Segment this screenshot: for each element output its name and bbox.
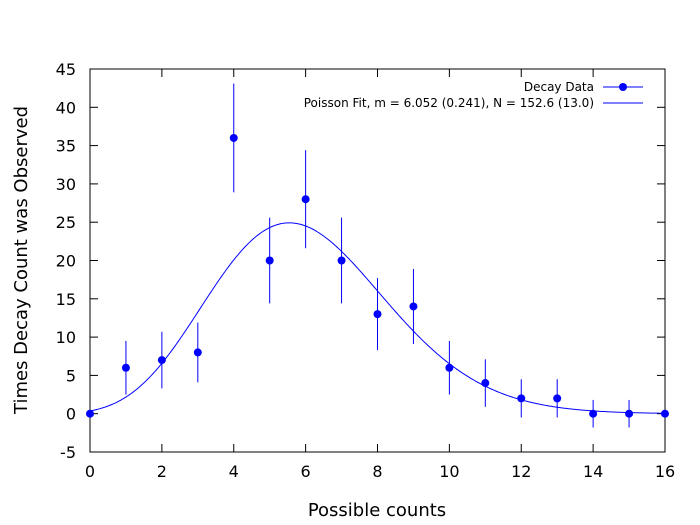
data-point [589,409,598,418]
data-point [193,348,202,357]
y-tick-label: 20 [56,252,76,271]
data-point [337,256,346,265]
legend-label-poisson-fit: Poisson Fit, m = 6.052 (0.241), N = 152.… [304,96,594,110]
y-tick-label: 10 [56,328,76,347]
x-tick-label: 4 [229,462,239,481]
y-axis-title: Times Decay Count was Observed [11,106,32,415]
data-point [229,133,238,142]
x-tick-label: 6 [301,462,311,481]
data-point [86,409,94,418]
x-tick-label: 12 [511,462,531,481]
x-tick-label: 10 [439,462,459,481]
y-tick-label: 5 [66,366,76,385]
x-tick-label: 0 [85,462,95,481]
data-point [121,363,130,372]
x-tick-label: 14 [583,462,603,481]
axis-ticks [89,68,666,453]
y-tick-label: 0 [66,405,76,424]
x-axis-title: Possible counts [308,500,446,521]
y-tick-label: 40 [56,98,76,117]
data-point [661,409,669,418]
data-point [373,310,382,319]
data-point [553,394,562,403]
data-point [445,363,454,372]
axis-tick-labels: 0 2 4 6 8 10 12 14 16 -5 0 5 10 15 20 25 30 35 40 45 [56,60,676,481]
x-tick-label: 8 [372,462,382,481]
plot-area: 0 2 4 6 8 10 12 14 16 -5 0 5 10 15 20 25 30 35 40 45 [56,60,676,481]
x-tick-label: 2 [157,462,167,481]
data-point [517,394,526,403]
data-point [481,379,490,388]
y-tick-label: 35 [56,137,76,156]
y-tick-label: 25 [56,213,76,232]
data-point [409,302,418,311]
y-tick-label: -5 [60,443,76,462]
legend: Decay Data Poisson Fit, m = 6.052 (0.241… [304,80,643,110]
y-tick-label: 45 [56,60,76,79]
plot-frame [89,68,666,453]
decay-data-points [86,83,669,428]
data-point [265,256,274,265]
data-point [625,409,634,418]
y-tick-label: 15 [56,290,76,309]
y-tick-label: 30 [56,175,76,194]
data-point [157,356,166,365]
legend-marker-point-decay-data [619,83,627,91]
data-point [301,195,310,204]
legend-label-decay-data: Decay Data [524,80,594,94]
x-tick-label: 16 [655,462,675,481]
